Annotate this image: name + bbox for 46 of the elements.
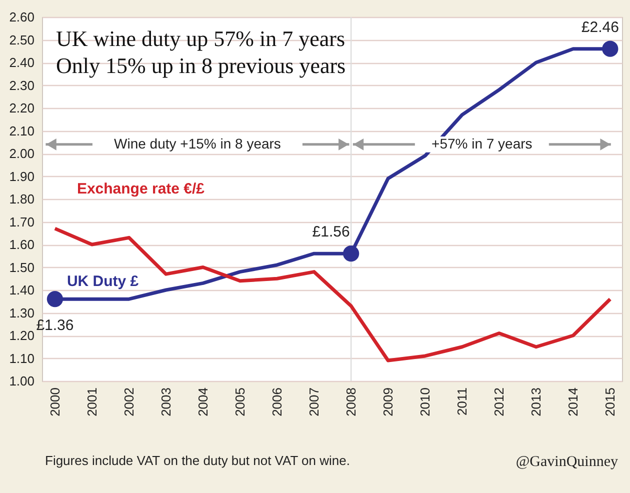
text: Figures include VAT on the duty but not VAT on wine. bbox=[45, 453, 350, 468]
y-tick-label: 2.40 bbox=[9, 55, 34, 70]
x-tick-label: 2004 bbox=[196, 388, 211, 416]
annotation: Wine duty +15% in 8 years bbox=[114, 135, 281, 152]
y-tick-label: 1.90 bbox=[9, 168, 34, 184]
y-tick-label: 2.20 bbox=[9, 100, 34, 116]
x-tick-label: 2013 bbox=[528, 388, 544, 416]
x-tick-label: 2005 bbox=[232, 388, 248, 416]
text: @GavinQuinney bbox=[516, 454, 618, 470]
y-tick-label: 2.10 bbox=[9, 123, 34, 138]
annotation: £1.56 bbox=[312, 224, 350, 241]
series-label: UK Duty £ bbox=[66, 273, 140, 290]
y-tick-label: 1.00 bbox=[9, 374, 34, 388]
x-tick-label: 2006 bbox=[270, 388, 285, 416]
y-tick-label: 2.00 bbox=[9, 146, 34, 161]
y-tick-label: 1.20 bbox=[9, 328, 34, 343]
point bbox=[602, 40, 618, 57]
y-tick-label: 1.50 bbox=[9, 260, 34, 275]
y-tick-label: 2.60 bbox=[9, 10, 34, 24]
x-tick-label: 2008 bbox=[344, 388, 359, 416]
x-tick-label: 2011 bbox=[454, 388, 470, 416]
x-tick-label: 2009 bbox=[380, 388, 396, 416]
y-tick-label: 1.70 bbox=[9, 214, 34, 230]
y-tick-label: 1.10 bbox=[9, 350, 34, 366]
x-tick-label: 2012 bbox=[492, 388, 507, 416]
x-tick-label: 2002 bbox=[121, 388, 136, 416]
x-tick-label: 2003 bbox=[158, 388, 174, 416]
x-tick-label: 2015 bbox=[602, 388, 618, 416]
annotation: £1.36 bbox=[36, 317, 74, 334]
y-tick-label: 1.80 bbox=[9, 192, 34, 206]
y-tick-label: 1.40 bbox=[9, 282, 34, 298]
point bbox=[343, 246, 360, 262]
y-tick-label: 2.50 bbox=[9, 32, 34, 48]
x-tick-label: 2000 bbox=[47, 388, 62, 416]
y-tick-label: 1.60 bbox=[9, 237, 34, 252]
x-tick-label: 2014 bbox=[566, 388, 581, 416]
y-tick-label: 2.30 bbox=[9, 78, 34, 93]
x-tick-label: 2007 bbox=[306, 388, 322, 416]
annotation: £2.46 bbox=[581, 18, 619, 36]
y-tick-label: 1.30 bbox=[9, 305, 34, 320]
annotation: +57% in 7 years bbox=[432, 135, 532, 152]
x-tick-label: 2010 bbox=[418, 388, 433, 416]
x-tick-label: 2001 bbox=[84, 388, 100, 416]
text: Exchange rate €/£ bbox=[76, 180, 206, 198]
text: UK wine duty up 57% in 7 years Only 15% up in 8 previous years bbox=[56, 26, 346, 78]
point bbox=[46, 291, 64, 308]
